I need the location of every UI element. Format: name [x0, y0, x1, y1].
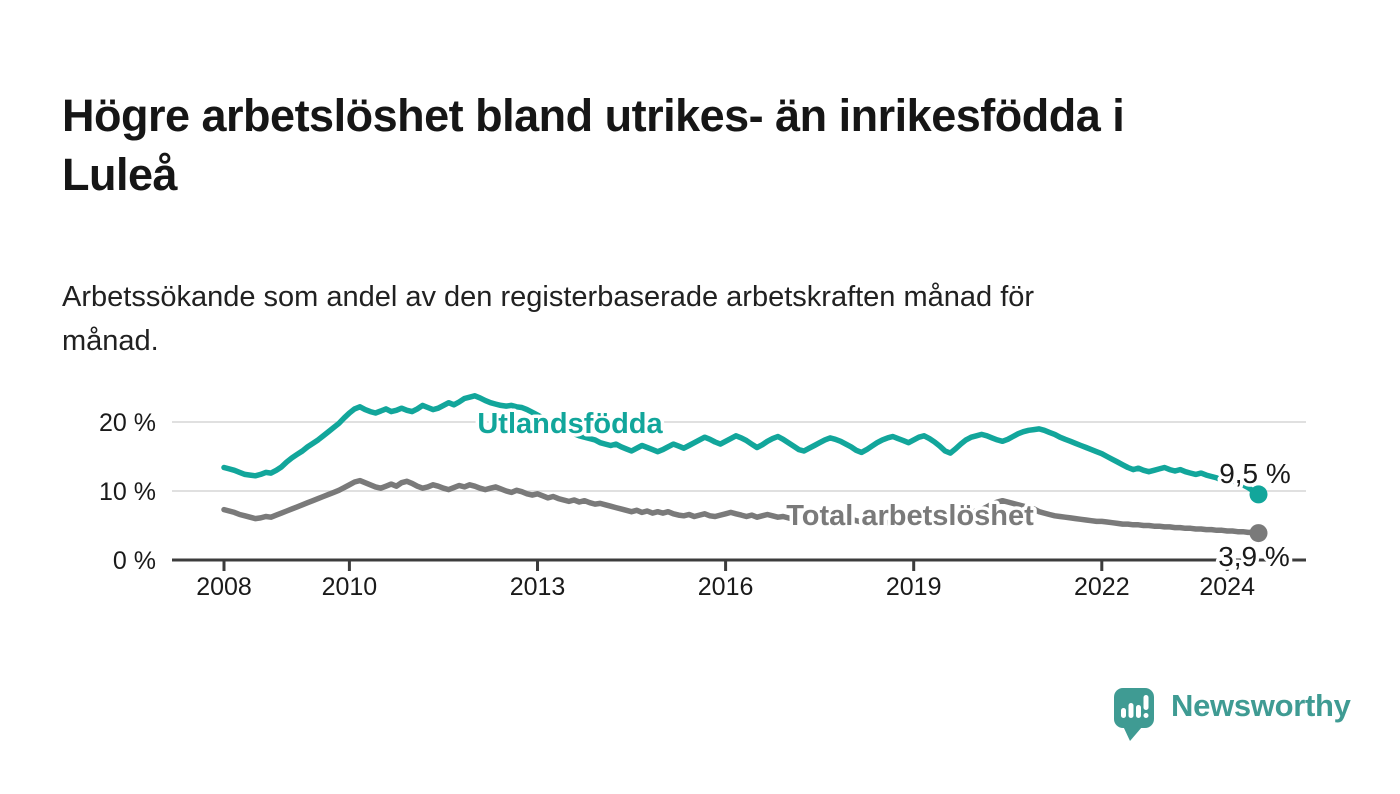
newsworthy-logo-text: Newsworthy — [1171, 688, 1351, 723]
x-tick-label-2024: 2024 — [1199, 573, 1255, 601]
newsworthy-logo-icon — [1114, 688, 1154, 741]
x-tick-label-2010: 2010 — [322, 573, 378, 601]
series-line-utlandsfodda — [221, 393, 1262, 498]
y-axis-label-0: 0 % — [113, 547, 156, 575]
x-tick-label-2013: 2013 — [510, 573, 566, 601]
series-label-utlandsfodda: Utlandsfödda — [477, 408, 663, 440]
end-value-label-utlandsfodda: 9,5 % — [1219, 458, 1291, 489]
x-tick-label-2019: 2019 — [886, 573, 942, 601]
x-tick-label-2016: 2016 — [698, 573, 754, 601]
x-tick-label-2022: 2022 — [1074, 573, 1130, 601]
subtitle-line-2: månad. — [62, 325, 159, 357]
y-axis-labels: 0 % 10 % 20 % — [99, 409, 156, 575]
y-axis-label-10: 10 % — [99, 478, 156, 506]
y-axis-label-20: 20 % — [99, 409, 156, 437]
chart-subtitle: Arbetssökande som andel av den registerb… — [62, 275, 1322, 363]
page-title: Högre arbetslöshet bland utrikes- än inr… — [62, 86, 1342, 204]
x-tick-label-2008: 2008 — [196, 573, 252, 601]
end-dot-utlandsfodda — [1249, 485, 1268, 504]
end-value-label-total-arbetsloshet: 3,9 % — [1218, 541, 1290, 572]
gridlines — [172, 421, 1306, 492]
bar-chart-glyph — [1121, 703, 1141, 718]
title-line-1: Högre arbetslöshet bland utrikes- än inr… — [62, 90, 1125, 142]
x-axis-labels: 2008 2010 2013 2016 2019 2022 2024 — [196, 573, 1255, 601]
series-label-total-arbetsloshet: Total arbetslöshet — [786, 500, 1034, 532]
x-axis — [172, 558, 1306, 571]
series-line-total-arbetsloshet — [221, 477, 1262, 536]
exclamation-glyph — [1143, 695, 1149, 718]
subtitle-line-1: Arbetssökande som andel av den registerb… — [62, 281, 1035, 313]
newsworthy-logo: Newsworthy — [1112, 686, 1351, 742]
title-line-2: Luleå — [62, 149, 178, 201]
end-dot-total-arbetsloshet — [1249, 524, 1268, 543]
